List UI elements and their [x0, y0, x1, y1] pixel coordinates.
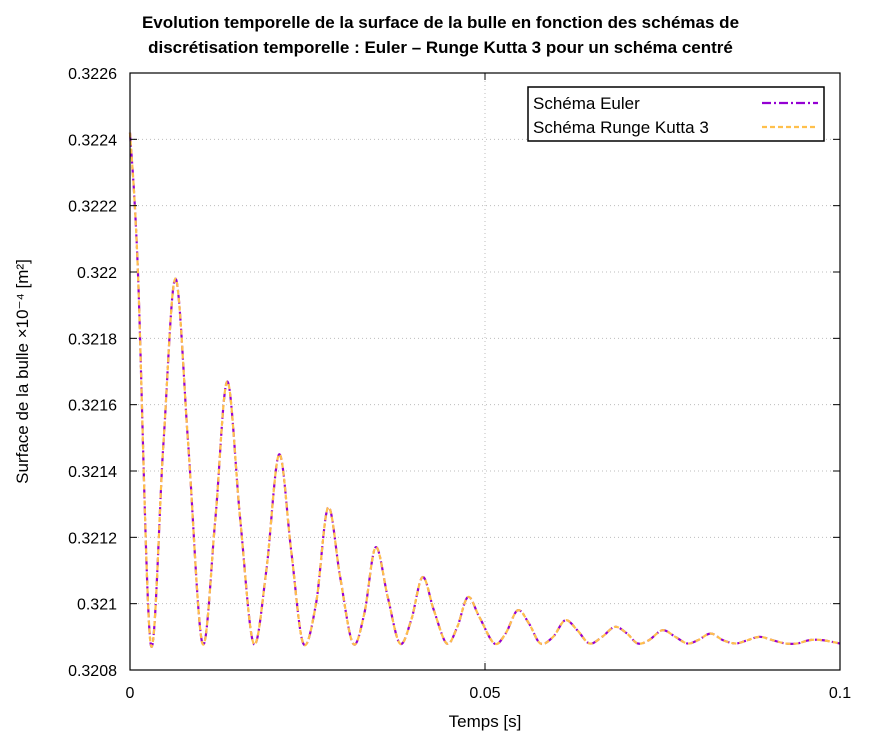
x-axis-ticks: 0 0.05 0.1: [126, 73, 851, 702]
series-layer: [128, 132, 841, 648]
grid-lines: [130, 73, 840, 670]
y-tick-label: 0.3208: [68, 663, 117, 680]
y-axis-label: Surface de la bulle ×10⁻⁴ [m²]: [13, 259, 32, 484]
chart-title-line-1: Evolution temporelle de la surface de la…: [141, 13, 740, 32]
series-line-2: [128, 132, 841, 648]
y-tick-label: 0.3226: [68, 66, 117, 83]
y-tick-label: 0.3224: [68, 132, 117, 149]
y-tick-label: 0.322: [77, 265, 117, 282]
y-tick-label: 0.3222: [68, 199, 117, 216]
y-tick-label: 0.3214: [68, 464, 117, 481]
y-tick-label: 0.3218: [68, 331, 117, 348]
plot-frame: [129, 72, 841, 671]
legend-label-1: Schéma Euler: [533, 94, 640, 113]
y-tick-label: 0.3216: [68, 398, 117, 415]
chart-title-line-2: discrétisation temporelle : Euler – Rung…: [148, 38, 733, 57]
legend: Schéma Euler Schéma Runge Kutta 3: [527, 86, 825, 142]
x-tick-label: 0.1: [829, 685, 851, 702]
x-axis-label: Temps [s]: [449, 712, 522, 731]
y-axis-ticks: 0.3208 0.321 0.3212 0.3214 0.3216 0.3218 0.322…: [68, 66, 840, 680]
y-tick-label: 0.321: [77, 597, 117, 614]
y-tick-label: 0.3212: [68, 530, 117, 547]
x-tick-label: 0: [126, 685, 135, 702]
legend-box: [527, 86, 825, 142]
chart-title: Evolution temporelle de la surface de la…: [0, 10, 881, 60]
x-tick-label: 0.05: [469, 685, 500, 702]
legend-label-2: Schéma Runge Kutta 3: [533, 118, 709, 137]
